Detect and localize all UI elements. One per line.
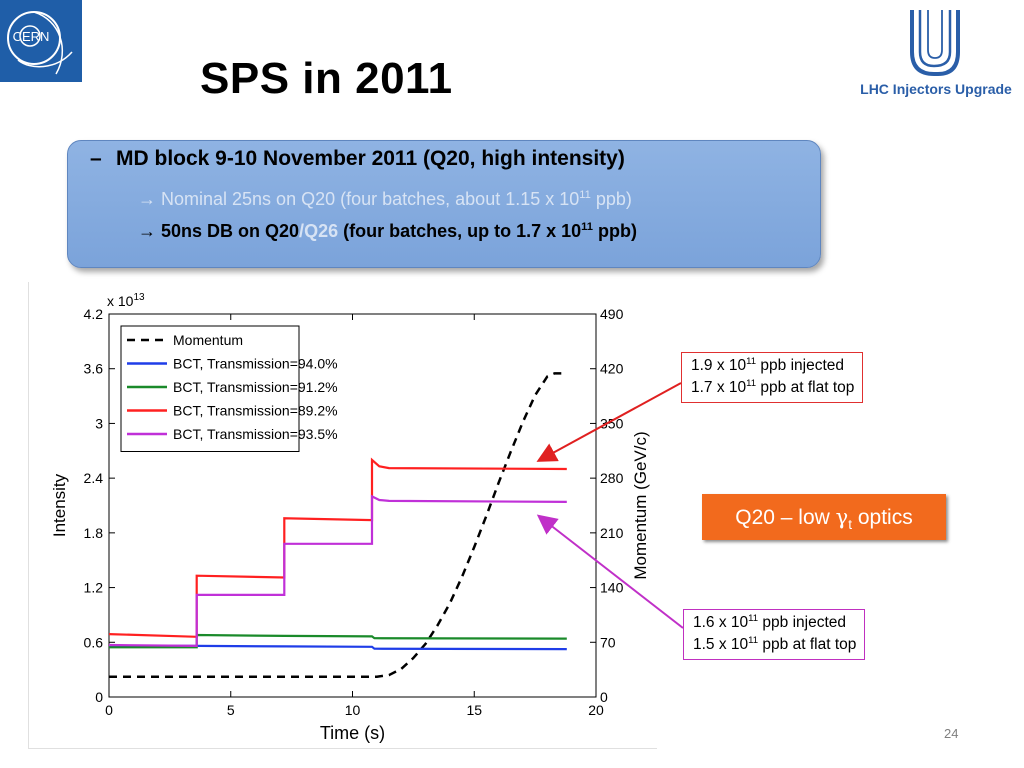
- series-layer: [108, 372, 567, 678]
- line1-exponent: 11: [579, 189, 591, 201]
- x-tick-label: 10: [345, 702, 361, 718]
- magenta-annotation-line2: 1.5 x 1011 ppb at flat top: [693, 634, 857, 653]
- legend: Momentum BCT, Transmission=94.0% BCT, Tran…: [120, 325, 338, 452]
- magenta-annotation-line1: 1.6 x 1011 ppb injected: [693, 612, 847, 631]
- 50ns-db-line: → 50ns DB on Q20/Q26 (four batches, up t…: [138, 221, 637, 242]
- legend-label-1: BCT, Transmission=94.0%: [173, 356, 338, 372]
- line2-exponent: 11: [581, 221, 593, 233]
- q20-optics-label: Q20 – low γt optics: [702, 494, 946, 540]
- line2-q26: Q26: [304, 221, 339, 241]
- y2-tick-label: 70: [600, 634, 616, 650]
- md-block-header: – MD block 9-10 November 2011 (Q20, high …: [90, 147, 625, 171]
- y2-tick-label: 0: [600, 689, 608, 705]
- svg-text:LHC Injectors Upgrade: LHC Injectors Upgrade: [860, 81, 1012, 97]
- y2-tick-label: 210: [600, 525, 624, 541]
- cern-logo: CERN: [0, 0, 82, 82]
- y2-tick-label: 280: [600, 470, 624, 486]
- line2-slash: /: [299, 221, 305, 241]
- y-multiplier-label: x 1013: [107, 292, 145, 309]
- y-tick-label: 3.6: [84, 361, 104, 377]
- y2-tick-label: 140: [600, 580, 624, 596]
- x-tick-label: 15: [466, 702, 482, 718]
- x-tick-label: 0: [105, 702, 113, 718]
- line2-suffix: ppb): [592, 221, 637, 241]
- red-annotation-line1: 1.9 x 1011 ppb injected: [691, 355, 845, 374]
- y2-tick-label: 350: [600, 415, 624, 431]
- red-series-annotation: 1.9 x 1011 ppb injected 1.7 x 1011 ppb a…: [681, 352, 864, 403]
- y2-tick-label: 490: [600, 306, 624, 322]
- md-block-header-text: MD block 9-10 November 2011 (Q20, high i…: [116, 147, 625, 170]
- line2-text: → 50ns DB on Q20: [138, 221, 300, 241]
- legend-label-3: BCT, Transmission=89.2%: [173, 403, 338, 419]
- legend-box: [120, 325, 300, 452]
- md-block-box: – MD block 9-10 November 2011 (Q20, high …: [67, 140, 821, 268]
- line1-suffix: ppb): [590, 189, 632, 209]
- legend-label-0: Momentum: [173, 332, 243, 348]
- series-line-2: [109, 633, 567, 649]
- y-tick-label: 3: [95, 415, 103, 431]
- nominal-25ns-line: → Nominal 25ns on Q20 (four batches, abo…: [138, 189, 632, 210]
- intensity-momentum-chart: 0 5 10 15 20 0 0.6 1.2 1.8 2.4 3 3.6 4.2 0 70 140 210 280…: [28, 282, 657, 749]
- y-tick-label: 0.6: [84, 634, 104, 650]
- y-tick-label: 0: [95, 689, 103, 705]
- y-tick-label: 4.2: [84, 306, 104, 322]
- legend-label-4: BCT, Transmission=93.5%: [173, 426, 338, 442]
- page-number: 24: [944, 726, 959, 741]
- x-tick-label: 5: [227, 702, 235, 718]
- lhc-injectors-upgrade-logo: LHC Injectors Upgrade: [850, 4, 1022, 100]
- y-tick-label: 2.4: [84, 470, 104, 486]
- y-tick-label: 1.8: [84, 525, 104, 541]
- line2-mid: (four batches, up to 1.7 x 10: [338, 221, 582, 241]
- x-axis-label: Time (s): [320, 723, 385, 743]
- y2-axis-label: Momentum (GeV/c): [631, 431, 650, 579]
- series-line-4: [108, 494, 567, 648]
- y-axis-label: Intensity: [50, 473, 69, 537]
- series-line-0: [109, 372, 567, 678]
- line1-text: → Nominal 25ns on Q20 (four batches, abo…: [138, 189, 580, 209]
- magenta-series-annotation: 1.6 x 1011 ppb injected 1.5 x 1011 ppb a…: [683, 609, 866, 660]
- y2-tick-label: 420: [600, 361, 624, 377]
- y-tick-label: 1.2: [84, 580, 104, 596]
- bullet-dash: –: [90, 147, 102, 170]
- legend-label-2: BCT, Transmission=91.2%: [173, 379, 338, 395]
- svg-text:CERN: CERN: [13, 29, 50, 44]
- red-annotation-line2: 1.7 x 1011 ppb at flat top: [691, 377, 855, 396]
- chart-svg: 0 5 10 15 2000.61.21.82.433.64.2070140210280…: [50, 292, 650, 743]
- x-tick-label: 20: [588, 702, 604, 718]
- slide-title: SPS in 2011: [200, 54, 453, 103]
